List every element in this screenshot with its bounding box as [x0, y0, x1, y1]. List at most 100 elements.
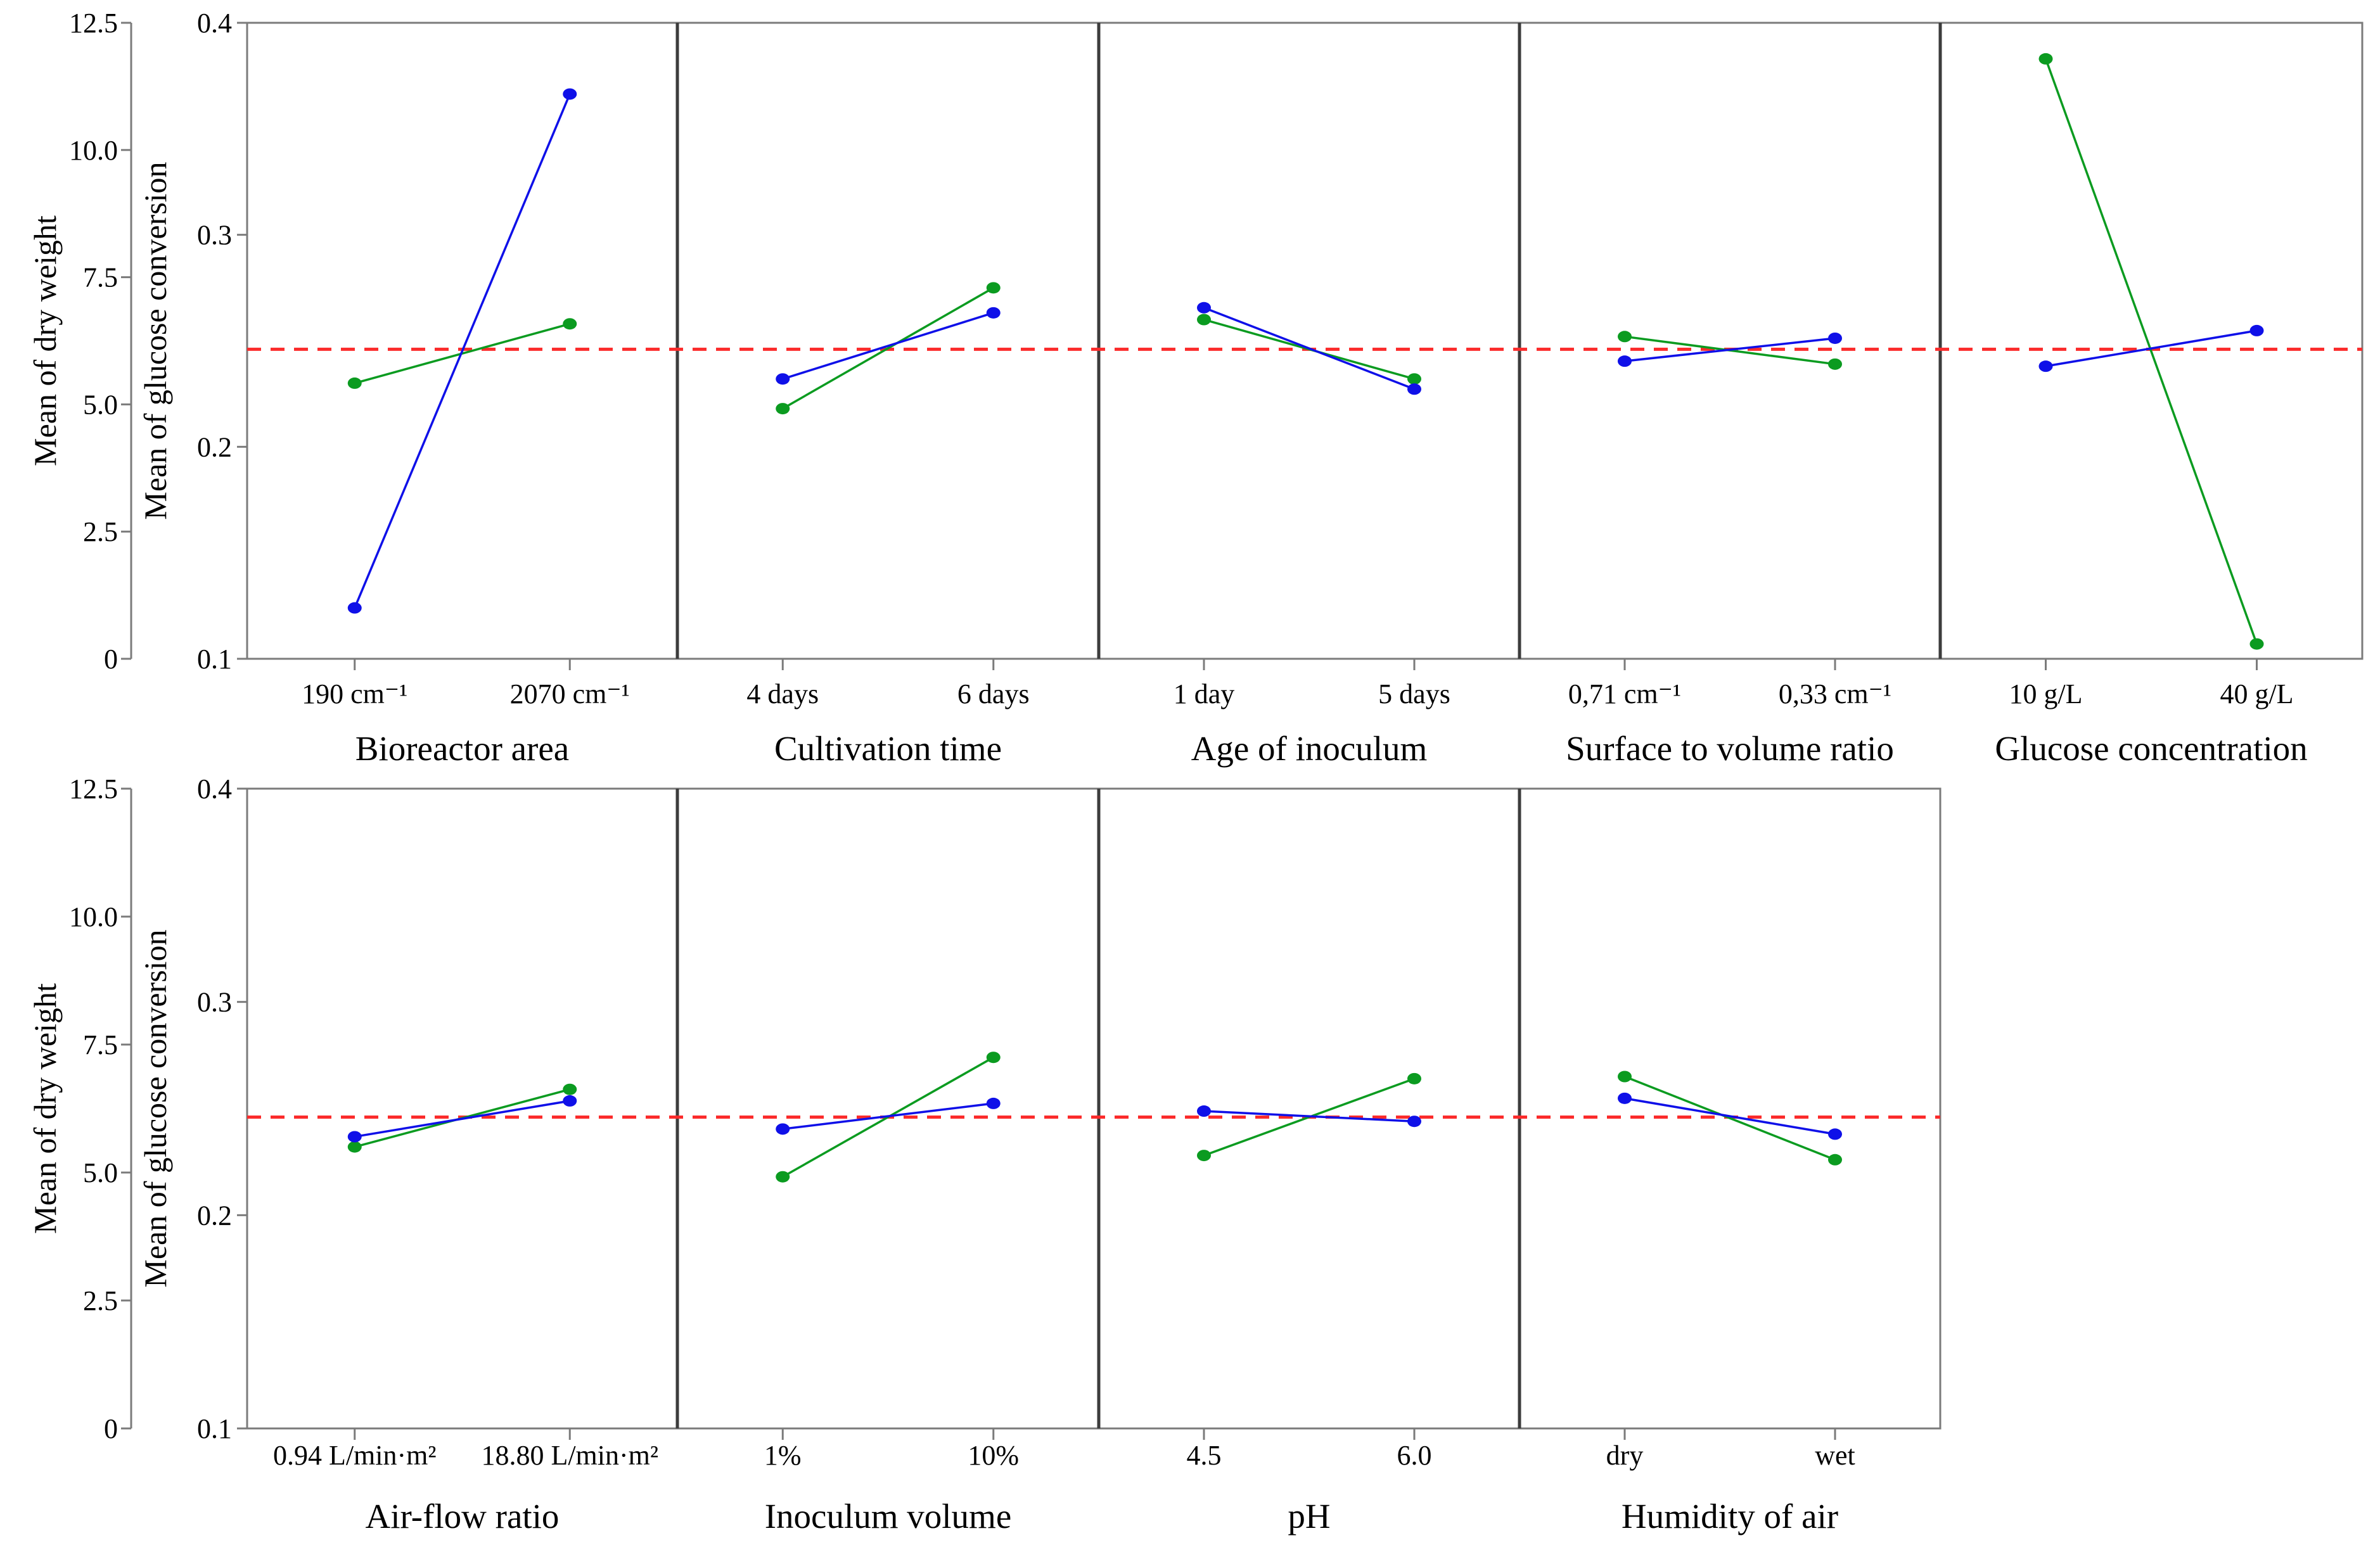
panel-ph: 4.5 6.0 pH [1187, 1072, 1432, 1535]
panel-surface-to-volume-ratio: 0,71 cm⁻¹ 0,33 cm⁻¹ Surface to volume rati… [1566, 331, 1894, 768]
glucose-series-point [776, 403, 790, 415]
dry-weight-series-point [986, 307, 1001, 319]
glucose-axis-tick-label: 0.3 [197, 987, 232, 1018]
dry-weight-axis-tick-label: 12.5 [69, 773, 118, 804]
dry-weight-series-point [986, 1097, 1001, 1109]
glucose-axis-tick-label: 0.4 [197, 773, 232, 804]
dry-weight-series-line [1203, 1110, 1415, 1122]
glucose-series-point [347, 377, 362, 389]
glucose-series-point [347, 1141, 362, 1153]
glucose-series-point [1407, 373, 1421, 385]
panel-humidity-of-air: dry wet Humidity of air [1606, 1071, 1855, 1535]
dry-weight-series-point [1828, 1128, 1842, 1140]
x-tick-label: 1% [764, 1440, 802, 1471]
factor-title: Air-flow ratio [366, 1497, 560, 1535]
dry-weight-series-point [2249, 324, 2264, 336]
glucose-series-point [2249, 638, 2264, 650]
dry-weight-series-point [1197, 302, 1211, 314]
dry-weight-series-point [347, 602, 362, 614]
x-tick-label: 6.0 [1397, 1440, 1432, 1471]
x-tick-label: 2070 cm⁻¹ [510, 678, 630, 709]
glucose-series-point [563, 318, 577, 330]
dry-weight-axis-tick-label: 2.5 [83, 1285, 118, 1316]
glucose-series-point [1618, 1071, 1632, 1083]
panel-cultivation-time: 4 days 6 days Cultivation time [746, 282, 1030, 768]
glucose-series-point [1197, 1150, 1211, 1162]
glucose-series-line [782, 286, 994, 410]
dry-weight-series-point [1618, 1092, 1632, 1104]
factor-title: Glucose concentration [1995, 729, 2307, 768]
x-tick-label: 6 days [957, 678, 1030, 709]
dry-weight-series-point [563, 88, 577, 100]
factor-title: Inoculum volume [765, 1497, 1012, 1535]
top-row: 0.1 0.2 0.3 0.4 0 2.5 5.0 7.5 10.0 12.5 Mean of dr… [27, 8, 2364, 768]
factor-title: Age of inoculum [1191, 729, 1428, 768]
panel-glucose-concentration: 10 g/L 40 g/L Glucose concentration [1995, 53, 2308, 768]
dry-weight-series-point [563, 1095, 577, 1107]
dry-weight-series-line [1624, 1097, 1836, 1136]
glucose-series-line [1624, 1075, 1836, 1161]
glucose-axis-tick-label: 0.2 [197, 1200, 232, 1231]
glucose-series-point [986, 282, 1001, 294]
dry-weight-axis-tick-label: 12.5 [69, 8, 118, 39]
dry-weight-series-line [1203, 307, 1415, 390]
x-tick-label: 0,71 cm⁻¹ [1568, 678, 1681, 709]
dry-weight-axis-tick-label: 10.0 [69, 135, 118, 166]
panel-air-flow-ratio: 0.94 L/min·m² 18.80 L/min·m² Air-flow rati… [273, 1083, 658, 1535]
glucose-series-point [1197, 314, 1211, 326]
glucose-series-point [1407, 1072, 1421, 1084]
x-tick-label: 0,33 cm⁻¹ [1779, 678, 1891, 709]
glucose-axis-tick-label: 0.1 [197, 644, 232, 675]
glucose-series-point [776, 1171, 790, 1183]
glucose-series-point [986, 1052, 1001, 1064]
panel-inoculum-volume: 1% 10% Inoculum volume [764, 1052, 1019, 1535]
panel-bioreactor-area: 190 cm⁻¹ 2070 cm⁻¹ Bioreactor area [302, 88, 630, 768]
dry-weight-series-line [354, 1100, 570, 1138]
panel-strip-frame [246, 22, 2364, 660]
x-tick-label: 4.5 [1187, 1440, 1222, 1471]
dry-weight-axis-tick-label: 7.5 [83, 262, 118, 293]
x-tick-label: 10% [968, 1440, 1019, 1471]
panel-strip-frame [246, 787, 1942, 1430]
dry-weight-series-point [2038, 360, 2053, 372]
dry-weight-series-line [783, 1102, 994, 1131]
x-tick-label: 4 days [746, 678, 819, 709]
glucose-axis-title: Mean of glucose conversion [138, 929, 173, 1287]
x-tick-label: 0.94 L/min·m² [273, 1440, 437, 1471]
dry-weight-series-point [1407, 383, 1421, 395]
factor-title: Surface to volume ratio [1566, 729, 1894, 768]
bottom-row: 0.1 0.2 0.3 0.4 0 2.5 5.0 7.5 10.0 12.5 Mean of dr… [27, 773, 1942, 1535]
x-tick-label: 40 g/L [2220, 678, 2293, 709]
factor-title: Bioreactor area [355, 729, 569, 768]
dry-weight-series-line [1624, 337, 1836, 362]
dry-weight-axis-tick-label: 2.5 [83, 516, 118, 547]
glucose-series-point [1828, 1154, 1842, 1166]
dry-weight-series-line [2045, 329, 2257, 367]
factor-title: Humidity of air [1622, 1497, 1838, 1535]
dry-weight-series-point [1407, 1116, 1421, 1128]
factor-title: pH [1288, 1497, 1330, 1535]
glucose-series-point [2038, 53, 2053, 65]
dry-weight-axis-tick-label: 0 [104, 644, 118, 675]
x-tick-label: 190 cm⁻¹ [302, 678, 407, 709]
dry-weight-series-point [776, 373, 790, 385]
dry-weight-series-point [1618, 355, 1632, 367]
x-tick-label: dry [1606, 1440, 1644, 1471]
glucose-series-line [2044, 58, 2258, 645]
dry-weight-axis-tick-label: 7.5 [83, 1029, 118, 1060]
dry-weight-axis-tick-label: 0 [104, 1413, 118, 1444]
x-tick-label: 10 g/L [2009, 678, 2082, 709]
dry-weight-series-line [354, 93, 571, 609]
x-tick-label: 1 day [1174, 678, 1235, 709]
dry-weight-axis-tick-label: 5.0 [83, 1157, 118, 1188]
glucose-axis-tick-label: 0.4 [197, 8, 232, 39]
glucose-series-point [1618, 331, 1632, 343]
x-tick-label: 5 days [1378, 678, 1450, 709]
dry-weight-axis-title: Mean of dry weight [27, 215, 63, 466]
x-tick-label: wet [1815, 1440, 1855, 1471]
glucose-series-point [563, 1083, 577, 1095]
dry-weight-series-line [782, 312, 994, 380]
panel-age-of-inoculum: 1 day 5 days Age of inoculum [1174, 302, 1450, 768]
dry-weight-series-point [347, 1131, 362, 1143]
